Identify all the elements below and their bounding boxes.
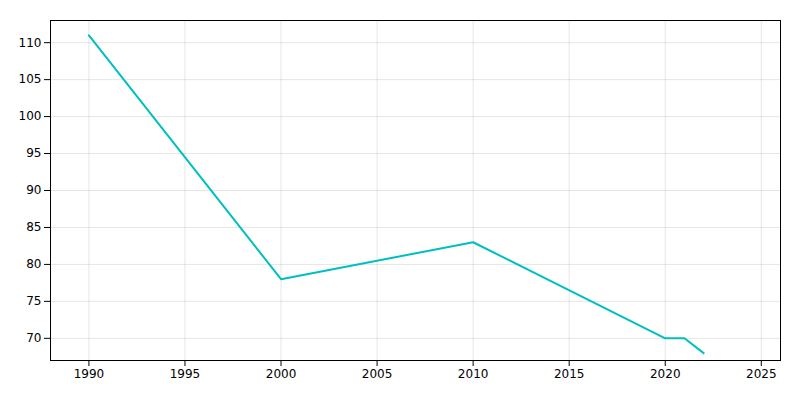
svg-text:85: 85 xyxy=(26,220,41,234)
svg-text:100: 100 xyxy=(19,109,42,123)
svg-text:1995: 1995 xyxy=(170,367,201,381)
svg-text:80: 80 xyxy=(26,257,41,271)
svg-text:110: 110 xyxy=(19,36,42,50)
svg-text:105: 105 xyxy=(19,72,42,86)
svg-text:90: 90 xyxy=(26,183,41,197)
svg-text:2025: 2025 xyxy=(746,367,777,381)
svg-text:2015: 2015 xyxy=(554,367,585,381)
svg-text:75: 75 xyxy=(26,294,41,308)
svg-text:1990: 1990 xyxy=(74,367,105,381)
svg-text:2020: 2020 xyxy=(650,367,681,381)
svg-text:2005: 2005 xyxy=(362,367,393,381)
svg-text:95: 95 xyxy=(26,146,41,160)
svg-text:2010: 2010 xyxy=(458,367,489,381)
svg-text:70: 70 xyxy=(26,331,41,345)
svg-text:2000: 2000 xyxy=(266,367,297,381)
